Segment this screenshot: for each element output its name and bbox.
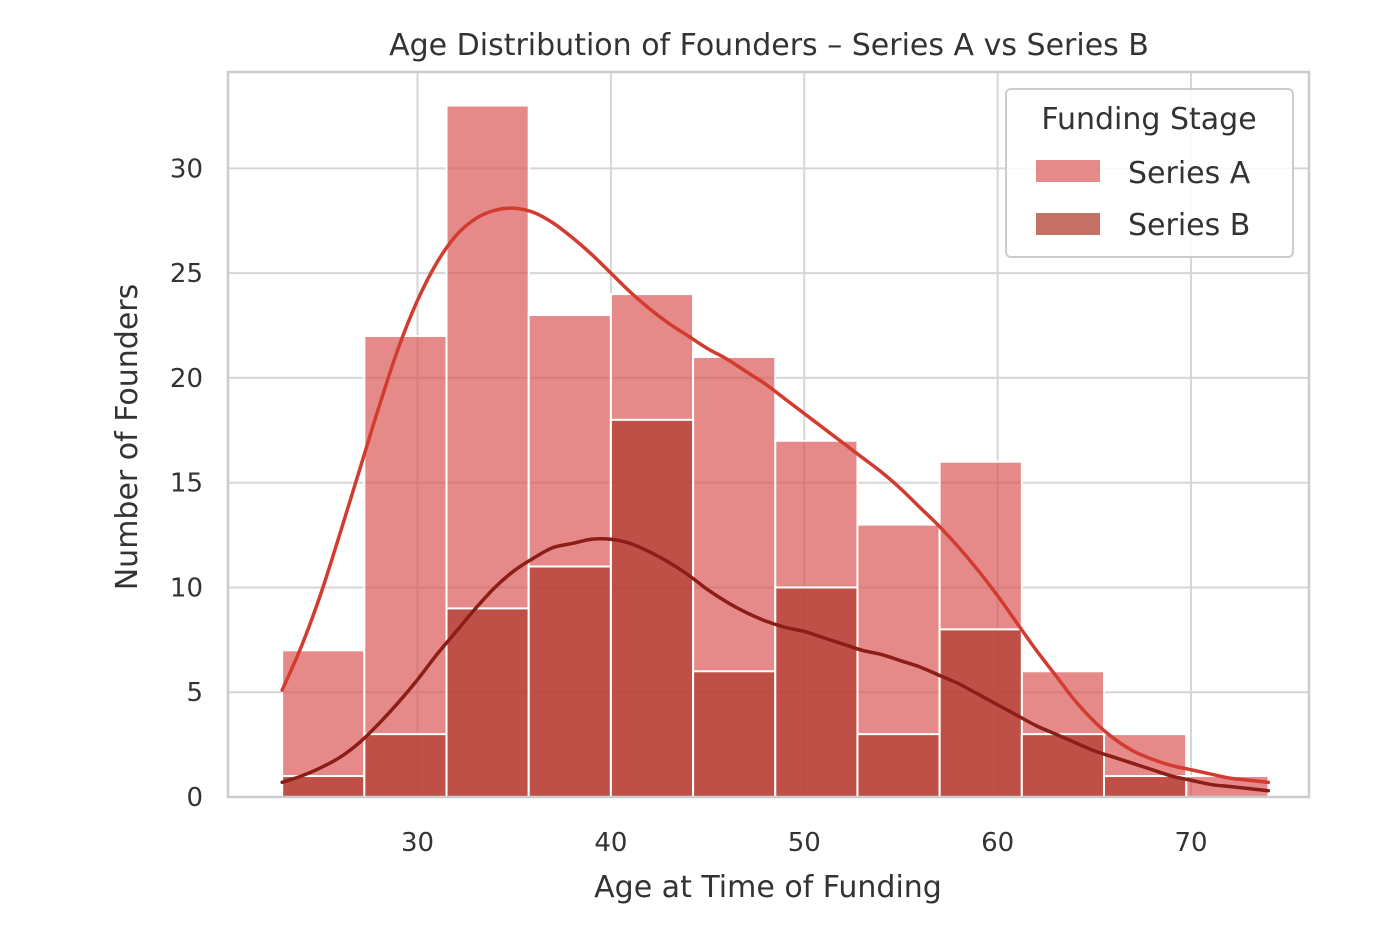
y-tick-label-15: 15 — [170, 469, 203, 499]
bar-series-b-bin-8 — [938, 628, 1023, 798]
chart-title: Age Distribution of Founders – Series A … — [389, 28, 1149, 63]
bar-series-b-bin-7 — [856, 733, 941, 799]
bar-series-b-bin-9 — [1020, 733, 1106, 799]
y-tick-label-5: 5 — [186, 678, 203, 708]
bar-series-b-bin-2 — [445, 607, 530, 799]
series-b-bars — [281, 418, 1188, 799]
kde-curves — [280, 206, 1271, 793]
y-axis-title: Number of Founders — [110, 284, 145, 591]
y-tick-label-25: 25 — [170, 259, 203, 289]
kde-line-series-b — [280, 536, 1271, 793]
x-axis-title: Age at Time of Funding — [594, 870, 942, 905]
bar-series-b-bin-3 — [527, 565, 612, 798]
y-tick-label-20: 20 — [170, 364, 203, 394]
x-tick-label-40: 40 — [594, 828, 627, 858]
x-tick-label-60: 60 — [981, 828, 1014, 858]
x-axis-ticks: 30 40 50 60 70 — [401, 828, 1208, 858]
bar-series-a-bin-0 — [281, 649, 366, 798]
legend-swatch-series-a — [1036, 160, 1100, 182]
x-tick-label-50: 50 — [788, 828, 821, 858]
bar-series-a-bin-1 — [363, 335, 448, 798]
kde-line-series-a — [280, 206, 1271, 785]
legend-title: Funding Stage — [1041, 102, 1256, 137]
y-axis-ticks: 0 5 10 15 20 25 30 — [170, 154, 203, 813]
legend-swatch-series-b — [1036, 213, 1100, 235]
legend-label-series-b: Series B — [1128, 208, 1250, 243]
x-tick-label-70: 70 — [1174, 828, 1207, 858]
y-tick-label-30: 30 — [170, 154, 203, 184]
bar-series-b-bin-4 — [609, 418, 695, 798]
plot-frame — [226, 70, 1311, 799]
bar-series-b-bin-5 — [692, 670, 777, 799]
x-tick-label-30: 30 — [401, 828, 434, 858]
bar-series-b-bin-1 — [363, 733, 448, 799]
legend: Funding Stage Series A Series B — [1005, 88, 1294, 258]
legend-label-series-a: Series A — [1128, 156, 1251, 191]
y-tick-label-10: 10 — [170, 573, 203, 603]
bar-series-b-bin-10 — [1103, 775, 1188, 799]
bar-series-b-bin-6 — [774, 586, 859, 798]
y-tick-label-0: 0 — [186, 783, 203, 813]
